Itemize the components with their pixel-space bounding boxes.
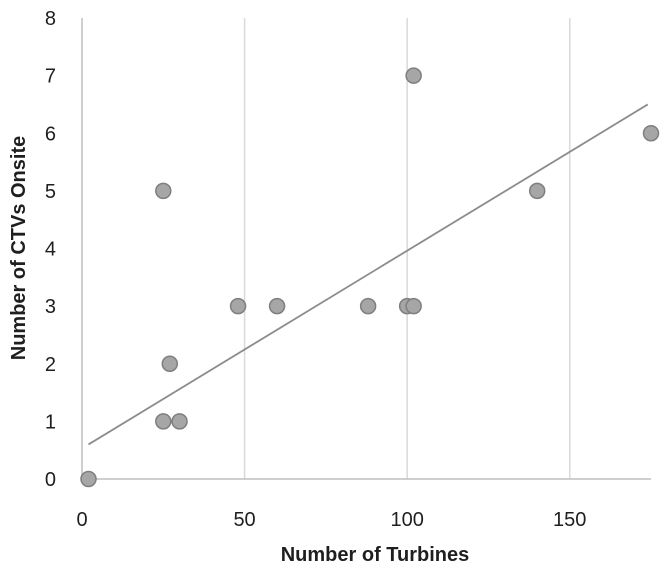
data-point (171, 413, 188, 430)
y-tick-label: 4 (45, 239, 56, 261)
data-point (229, 297, 247, 315)
x-axis-title: Number of Turbines (281, 544, 470, 566)
y-tick-label: 0 (45, 469, 56, 491)
y-tick-label: 1 (45, 411, 56, 433)
y-tick-label: 5 (45, 181, 56, 203)
data-point (642, 125, 660, 142)
data-points (80, 67, 660, 488)
y-tick-label: 8 (45, 8, 56, 30)
axes (81, 18, 651, 480)
data-point (155, 413, 172, 430)
data-point (405, 297, 422, 315)
y-tick-label: 3 (45, 296, 56, 318)
x-tick-label: 150 (553, 509, 586, 531)
y-tick-label: 7 (45, 66, 56, 88)
trendline-layer (88, 103, 649, 446)
data-point (161, 355, 179, 372)
tick-labels: 0 50 100 150 0 1 2 3 4 5 6 7 8 (45, 8, 587, 531)
x-tick-label: 50 (233, 509, 255, 531)
y-axis-title: Number of CTVs Onsite (8, 136, 30, 360)
data-point (405, 67, 422, 84)
trendline (88, 103, 649, 446)
data-point (80, 470, 97, 488)
x-tick-label: 0 (76, 509, 87, 531)
y-tick-label: 2 (45, 354, 56, 376)
gridlines (243, 18, 571, 479)
data-point (528, 182, 546, 200)
data-point (155, 182, 172, 200)
x-tick-label: 100 (390, 509, 423, 531)
data-point (359, 297, 377, 315)
y-tick-label: 6 (45, 123, 56, 145)
data-point (268, 297, 286, 315)
